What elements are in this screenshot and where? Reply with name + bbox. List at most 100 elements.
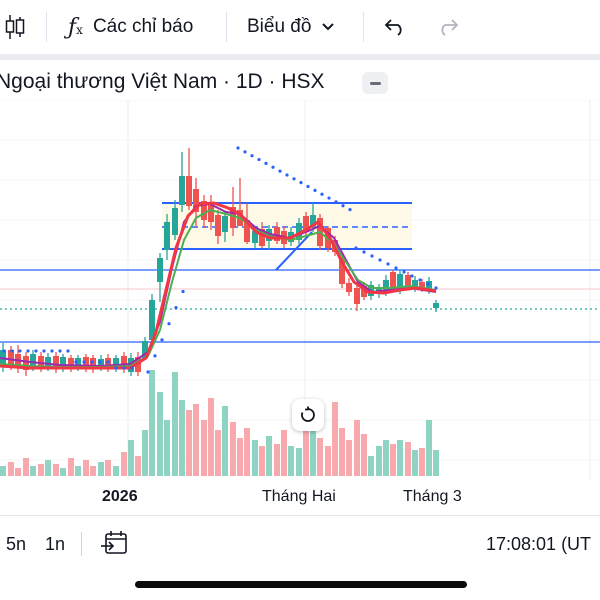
psar-dot	[394, 266, 398, 270]
psar-dot	[341, 204, 345, 208]
psar-dot	[354, 246, 358, 250]
indicators-button[interactable]: ƒx Các chỉ báo	[68, 10, 193, 44]
chart-type-button[interactable]: Biểu đồ	[247, 10, 335, 44]
range-5m-button[interactable]: 5n	[6, 534, 27, 554]
refresh-icon	[301, 406, 315, 422]
candle-body	[215, 215, 221, 236]
volume-bar	[317, 438, 323, 476]
psar-dot	[320, 192, 324, 196]
volume-bar	[339, 428, 345, 476]
candle-body	[303, 216, 309, 232]
volume-bar	[405, 442, 411, 476]
candle-body	[172, 208, 178, 235]
calendar-arrow-icon	[101, 531, 127, 554]
candle-body	[186, 176, 192, 206]
candle-body	[252, 231, 258, 243]
volume-bar	[8, 462, 14, 476]
volume-bar	[346, 440, 352, 476]
trend-line	[275, 231, 313, 271]
undo-button[interactable]	[384, 10, 406, 44]
candle-body	[149, 300, 155, 340]
volume-bar	[98, 462, 104, 476]
candle-body	[419, 282, 425, 288]
psar-dot	[66, 349, 70, 353]
candle-body	[230, 207, 236, 228]
volume-bar	[215, 430, 221, 476]
volume-bar	[75, 466, 81, 476]
volume-bar	[128, 440, 134, 476]
psar-dot	[18, 349, 22, 353]
ma-line-green	[0, 208, 437, 368]
candle-body	[412, 280, 418, 288]
volume-bar	[433, 450, 439, 476]
psar-dot	[50, 349, 54, 353]
psar-dot	[243, 150, 247, 154]
candle-body	[193, 189, 199, 212]
volume-bar	[121, 452, 127, 476]
go-to-date-button[interactable]	[100, 530, 128, 561]
candle-body	[208, 203, 214, 222]
volume-bar	[252, 440, 258, 476]
psar-dot	[292, 177, 296, 181]
candle-body	[30, 354, 36, 366]
chevron-down-icon	[322, 23, 335, 31]
home-indicator	[135, 581, 467, 588]
psar-dot	[58, 349, 62, 353]
psar-dot	[348, 208, 352, 212]
psar-dot	[114, 366, 118, 370]
redo-icon	[441, 19, 459, 36]
candle-body	[397, 274, 403, 290]
volume-bar	[266, 436, 272, 476]
volume-bar	[368, 456, 374, 476]
psar-dot	[378, 258, 382, 262]
reset-chart-button[interactable]	[292, 399, 324, 431]
psar-dot	[106, 360, 110, 364]
candle-body	[310, 215, 316, 228]
volume-bar	[45, 460, 51, 476]
volume-bar	[397, 440, 403, 476]
psar-dot	[264, 161, 268, 165]
candle-body	[68, 358, 74, 368]
candlestick-icon[interactable]	[4, 10, 26, 44]
toolbar-divider	[0, 54, 600, 60]
clock-label[interactable]: 17:08:01 (UT	[486, 534, 592, 554]
candle-body	[244, 220, 250, 242]
range-1m-button[interactable]: 1n	[45, 534, 66, 554]
candle-body	[259, 229, 265, 246]
volume-bar	[30, 466, 36, 476]
candle-body	[346, 283, 352, 292]
psar-dot	[418, 278, 422, 282]
psar-dot	[278, 169, 282, 173]
psar-dot	[174, 306, 178, 310]
volume-bar	[142, 430, 148, 476]
volume-bar	[193, 404, 199, 476]
volume-bar	[113, 466, 119, 476]
symbol-title[interactable]: Ngoại thương Việt Nam · 1D · HSX	[0, 70, 325, 93]
volume-bar	[412, 450, 418, 476]
psar-dot	[327, 196, 331, 200]
redo-button[interactable]	[437, 10, 459, 44]
collapse-legend-button[interactable]	[362, 72, 388, 94]
candle-body	[142, 341, 148, 358]
psar-dot	[250, 154, 254, 158]
volume-bar	[426, 420, 432, 476]
psar-dot	[434, 286, 438, 290]
candle-body	[383, 280, 389, 291]
volume-bar	[23, 458, 29, 476]
volume-bar	[60, 468, 66, 476]
top-toolbar: ƒx Các chỉ báo Biểu đồ	[0, 0, 600, 54]
x-tick-2026: 2026	[102, 488, 138, 505]
psar-dot	[306, 184, 310, 189]
volume-bar	[157, 392, 163, 476]
volume-bar	[15, 468, 21, 476]
volume-bar	[230, 422, 236, 476]
psar-dot	[410, 274, 414, 278]
volume-bar	[237, 438, 243, 476]
volume-bar	[179, 400, 185, 476]
price-chart[interactable]	[0, 100, 600, 485]
psar-dot	[257, 157, 261, 162]
volume-bar	[172, 372, 178, 476]
candle-body	[83, 357, 89, 368]
candle-body	[53, 356, 59, 369]
volume-bar	[325, 446, 331, 476]
